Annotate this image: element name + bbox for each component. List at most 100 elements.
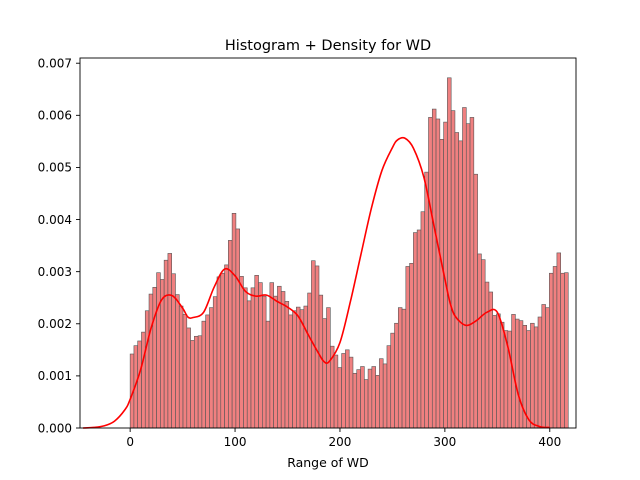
histogram-bar [552, 266, 558, 429]
y-tick-label: 0.001 [38, 369, 72, 383]
y-tick-label: 0.006 [38, 109, 72, 123]
histogram-bar [390, 332, 395, 429]
histogram-bar [545, 307, 550, 429]
histogram-bar [530, 322, 535, 429]
y-tick-label: 0.007 [38, 57, 72, 71]
histogram-bar [458, 140, 463, 429]
x-tick-label: 300 [433, 435, 456, 449]
histogram-bar [296, 306, 301, 429]
histogram-bar [424, 171, 429, 429]
histogram-bar [462, 107, 467, 429]
plot-frame [79, 57, 577, 429]
histogram-bar [360, 366, 365, 429]
histogram-bar [175, 294, 180, 429]
histogram-bar [435, 118, 441, 429]
histogram-bar [167, 253, 172, 429]
histogram-bar [454, 132, 460, 429]
histogram-bar [318, 294, 324, 429]
y-tick-label: 0.005 [38, 161, 72, 175]
y-tick-label: 0.004 [38, 213, 72, 227]
histogram-bar [156, 272, 161, 429]
histogram-bar [537, 316, 543, 429]
histogram-bar [477, 253, 482, 429]
histogram-bar [367, 368, 373, 429]
histogram-bar [465, 123, 471, 429]
histogram-bar [409, 263, 414, 429]
histogram-bar [341, 353, 346, 429]
histogram-bar [190, 340, 195, 429]
histogram-bar [420, 211, 426, 429]
y-axis: 0.000 0.001 0.002 0.003 0.004 0.005 0.006 0.007 [38, 57, 80, 435]
histogram-bar [496, 313, 501, 429]
histogram-bar [439, 139, 444, 429]
x-tick-label: 400 [538, 435, 561, 449]
histogram-bar [405, 266, 410, 429]
histogram-bar [492, 315, 497, 429]
histogram-bar [333, 354, 339, 429]
histogram-bar [182, 314, 188, 429]
histogram-bar [178, 305, 184, 429]
histogram-bar [205, 314, 210, 429]
histogram-bar [397, 307, 403, 429]
histogram-bars [129, 77, 569, 429]
histogram-bar [277, 285, 282, 429]
histogram-bar [481, 259, 486, 429]
histogram-bar [212, 296, 218, 429]
histogram-bar [526, 330, 531, 429]
histogram-bar [258, 282, 263, 429]
histogram-bar [450, 110, 456, 429]
histogram-bar [356, 369, 361, 429]
histogram-bar [533, 326, 539, 429]
histogram-bar [413, 232, 418, 429]
histogram-bar [348, 356, 354, 429]
histogram-bar [224, 264, 229, 429]
x-tick-label: 200 [329, 435, 352, 449]
histogram-bar [352, 372, 358, 429]
histogram-bar [394, 322, 399, 429]
histogram-bar [216, 276, 222, 429]
histogram-bar [337, 367, 342, 429]
histogram-bar [246, 300, 252, 429]
histogram-bar [345, 349, 350, 429]
histogram-bar [299, 309, 305, 429]
histogram-bar [201, 320, 206, 429]
histogram-bar [163, 259, 169, 429]
histogram-bar [549, 272, 554, 429]
histogram-bar [144, 310, 150, 429]
histogram-bar [269, 282, 274, 429]
histogram-bar [564, 272, 569, 429]
y-tick-label: 0.003 [38, 265, 72, 279]
histogram-bar [254, 275, 259, 429]
histogram-bar [488, 291, 494, 429]
histogram-bar [363, 379, 369, 429]
histogram-bar [186, 327, 191, 429]
histogram-bar [428, 117, 433, 429]
histogram-bar [541, 304, 546, 429]
histogram-bar [235, 228, 240, 429]
histogram-bar [518, 320, 524, 429]
histogram-bar [231, 213, 237, 429]
histogram-bar [265, 320, 271, 429]
x-axis-label: Range of WD [287, 455, 369, 470]
y-tick-label: 0.000 [38, 421, 72, 435]
histogram-bar [288, 314, 293, 429]
histogram-bar [416, 229, 422, 429]
histogram-bar [141, 331, 146, 429]
histogram-bar [220, 272, 225, 429]
histogram-bar [515, 318, 520, 429]
histogram-bar [148, 293, 154, 429]
histogram-bar [262, 295, 267, 429]
histogram-bar [375, 375, 380, 429]
histogram-bar [484, 281, 490, 429]
histogram-bar [326, 307, 331, 429]
histogram-bar [431, 108, 437, 429]
histogram-bar [239, 276, 244, 429]
histogram-bar [137, 340, 142, 429]
histogram-bar [152, 286, 157, 429]
histogram-bar [280, 291, 286, 429]
histogram-bar [447, 77, 452, 429]
histogram-bar [197, 335, 203, 429]
y-tick-label: 0.002 [38, 317, 72, 331]
x-tick-label: 0 [126, 435, 134, 449]
